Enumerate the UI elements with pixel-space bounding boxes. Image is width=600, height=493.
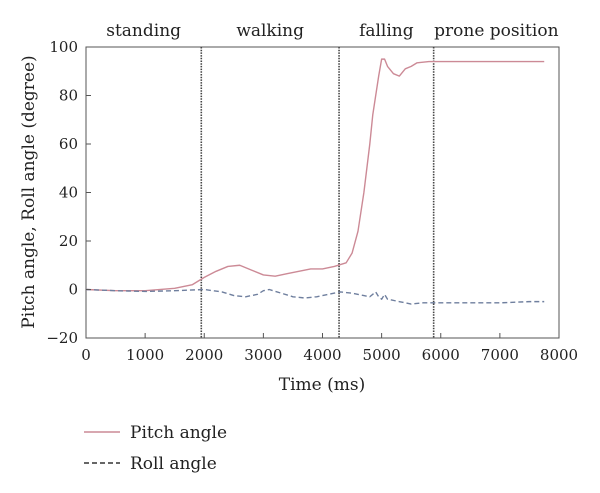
y-axis-ticks: −20 0 20 40 60 80 100	[46, 38, 91, 347]
series-layer	[85, 58, 545, 305]
y-tick-label: 80	[59, 87, 78, 105]
phase-label: walking	[236, 21, 304, 41]
y-tick-label: 100	[49, 38, 78, 56]
phase-label: falling	[359, 21, 414, 41]
phase-labels: standing walking falling prone position	[106, 21, 558, 41]
phase-boundaries	[200, 47, 435, 338]
x-axis-label: Time (ms)	[279, 375, 365, 395]
x-tick-label: 5000	[363, 346, 401, 364]
legend-label: Pitch angle	[130, 423, 227, 443]
x-tick-label: 3000	[244, 346, 282, 364]
plot-frame	[85, 46, 560, 339]
x-tick-label: 1000	[126, 346, 164, 364]
x-tick-label: 6000	[422, 346, 460, 364]
x-tick-label: 8000	[540, 346, 578, 364]
x-tick-label: 0	[81, 346, 91, 364]
phase-label: standing	[106, 21, 181, 41]
y-tick-label: 60	[59, 135, 78, 153]
legend: Pitch angle Roll angle	[84, 423, 227, 474]
y-tick-label: 0	[68, 281, 78, 299]
y-axis-label: Pitch angle, Roll angle (degree)	[19, 55, 39, 328]
x-tick-label: 2000	[185, 346, 223, 364]
series-line-pitch	[85, 58, 545, 292]
x-tick-label: 7000	[481, 346, 519, 364]
x-tick-label: 4000	[303, 346, 341, 364]
y-tick-label: 40	[59, 184, 78, 202]
y-tick-label: 20	[59, 232, 78, 250]
phase-label: prone position	[434, 21, 558, 41]
x-axis-ticks: 0 1000 2000 3000 4000 5000 6000 7000 8000	[81, 333, 578, 364]
series-line-roll	[85, 288, 545, 305]
legend-label: Roll angle	[130, 454, 217, 474]
y-tick-label: −20	[46, 329, 78, 347]
